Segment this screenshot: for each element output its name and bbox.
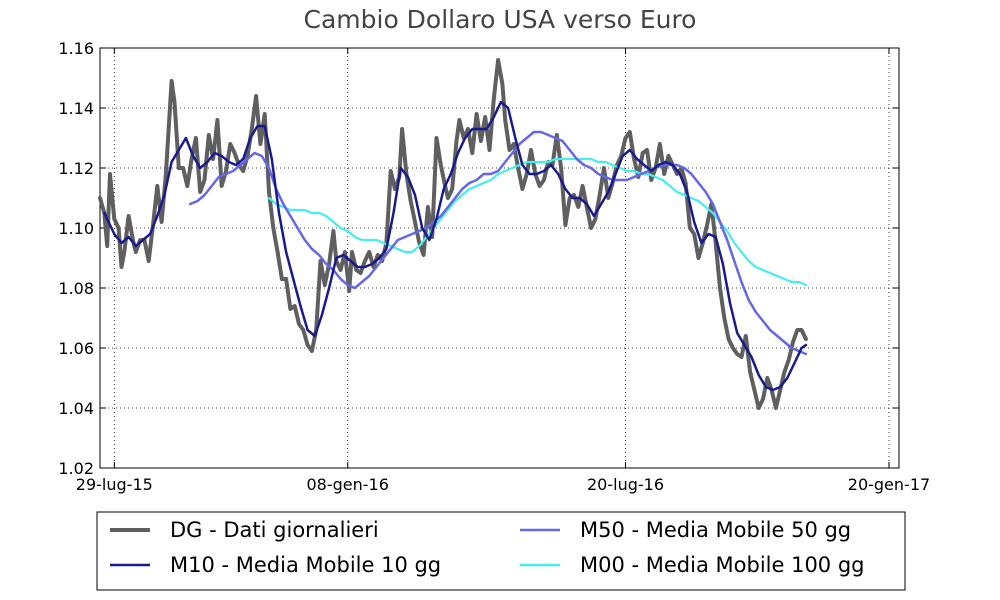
legend-frame xyxy=(96,511,906,591)
legend-label-m10: M10 - Media Mobile 10 gg xyxy=(170,553,441,577)
y-tick-label: 1.10 xyxy=(58,219,94,238)
series-line-m50 xyxy=(188,130,808,356)
x-tick-label: 20-lug-16 xyxy=(587,475,664,494)
y-tick-label: 1.06 xyxy=(58,339,94,358)
plot-frame xyxy=(99,47,900,469)
x-tick-label: 29-lug-15 xyxy=(76,475,153,494)
y-tick-label: 1.08 xyxy=(58,279,94,298)
y-tick-label: 1.02 xyxy=(58,459,94,478)
legend-label-dg: DG - Dati giornalieri xyxy=(170,518,379,542)
legend: DG - Dati giornalieri M10 - Media Mobile… xyxy=(96,511,906,591)
series-line-dg xyxy=(98,58,808,410)
series-group xyxy=(98,58,808,410)
y-tick-label: 1.14 xyxy=(58,99,94,118)
x-tick-label: 20-gen-17 xyxy=(848,475,930,494)
x-tick-label: 08-gen-16 xyxy=(307,475,389,494)
chart-title: Cambio Dollaro USA verso Euro xyxy=(304,5,697,34)
y-tick-label: 1.04 xyxy=(58,399,94,418)
grid xyxy=(100,47,899,469)
legend-label-m00: M00 - Media Mobile 100 gg xyxy=(580,553,865,577)
legend-label-m50: M50 - Media Mobile 50 gg xyxy=(580,518,851,542)
y-tick-label: 1.12 xyxy=(58,159,94,178)
series-line-m00 xyxy=(267,157,808,287)
y-tick-label: 1.16 xyxy=(58,39,94,58)
x-axis: 29-lug-15 08-gen-16 20-lug-16 20-gen-17 xyxy=(76,475,930,494)
series-line-m10 xyxy=(103,100,808,392)
y-axis: 1.02 1.04 1.06 1.08 1.10 1.12 1.14 1.16 xyxy=(58,39,94,478)
